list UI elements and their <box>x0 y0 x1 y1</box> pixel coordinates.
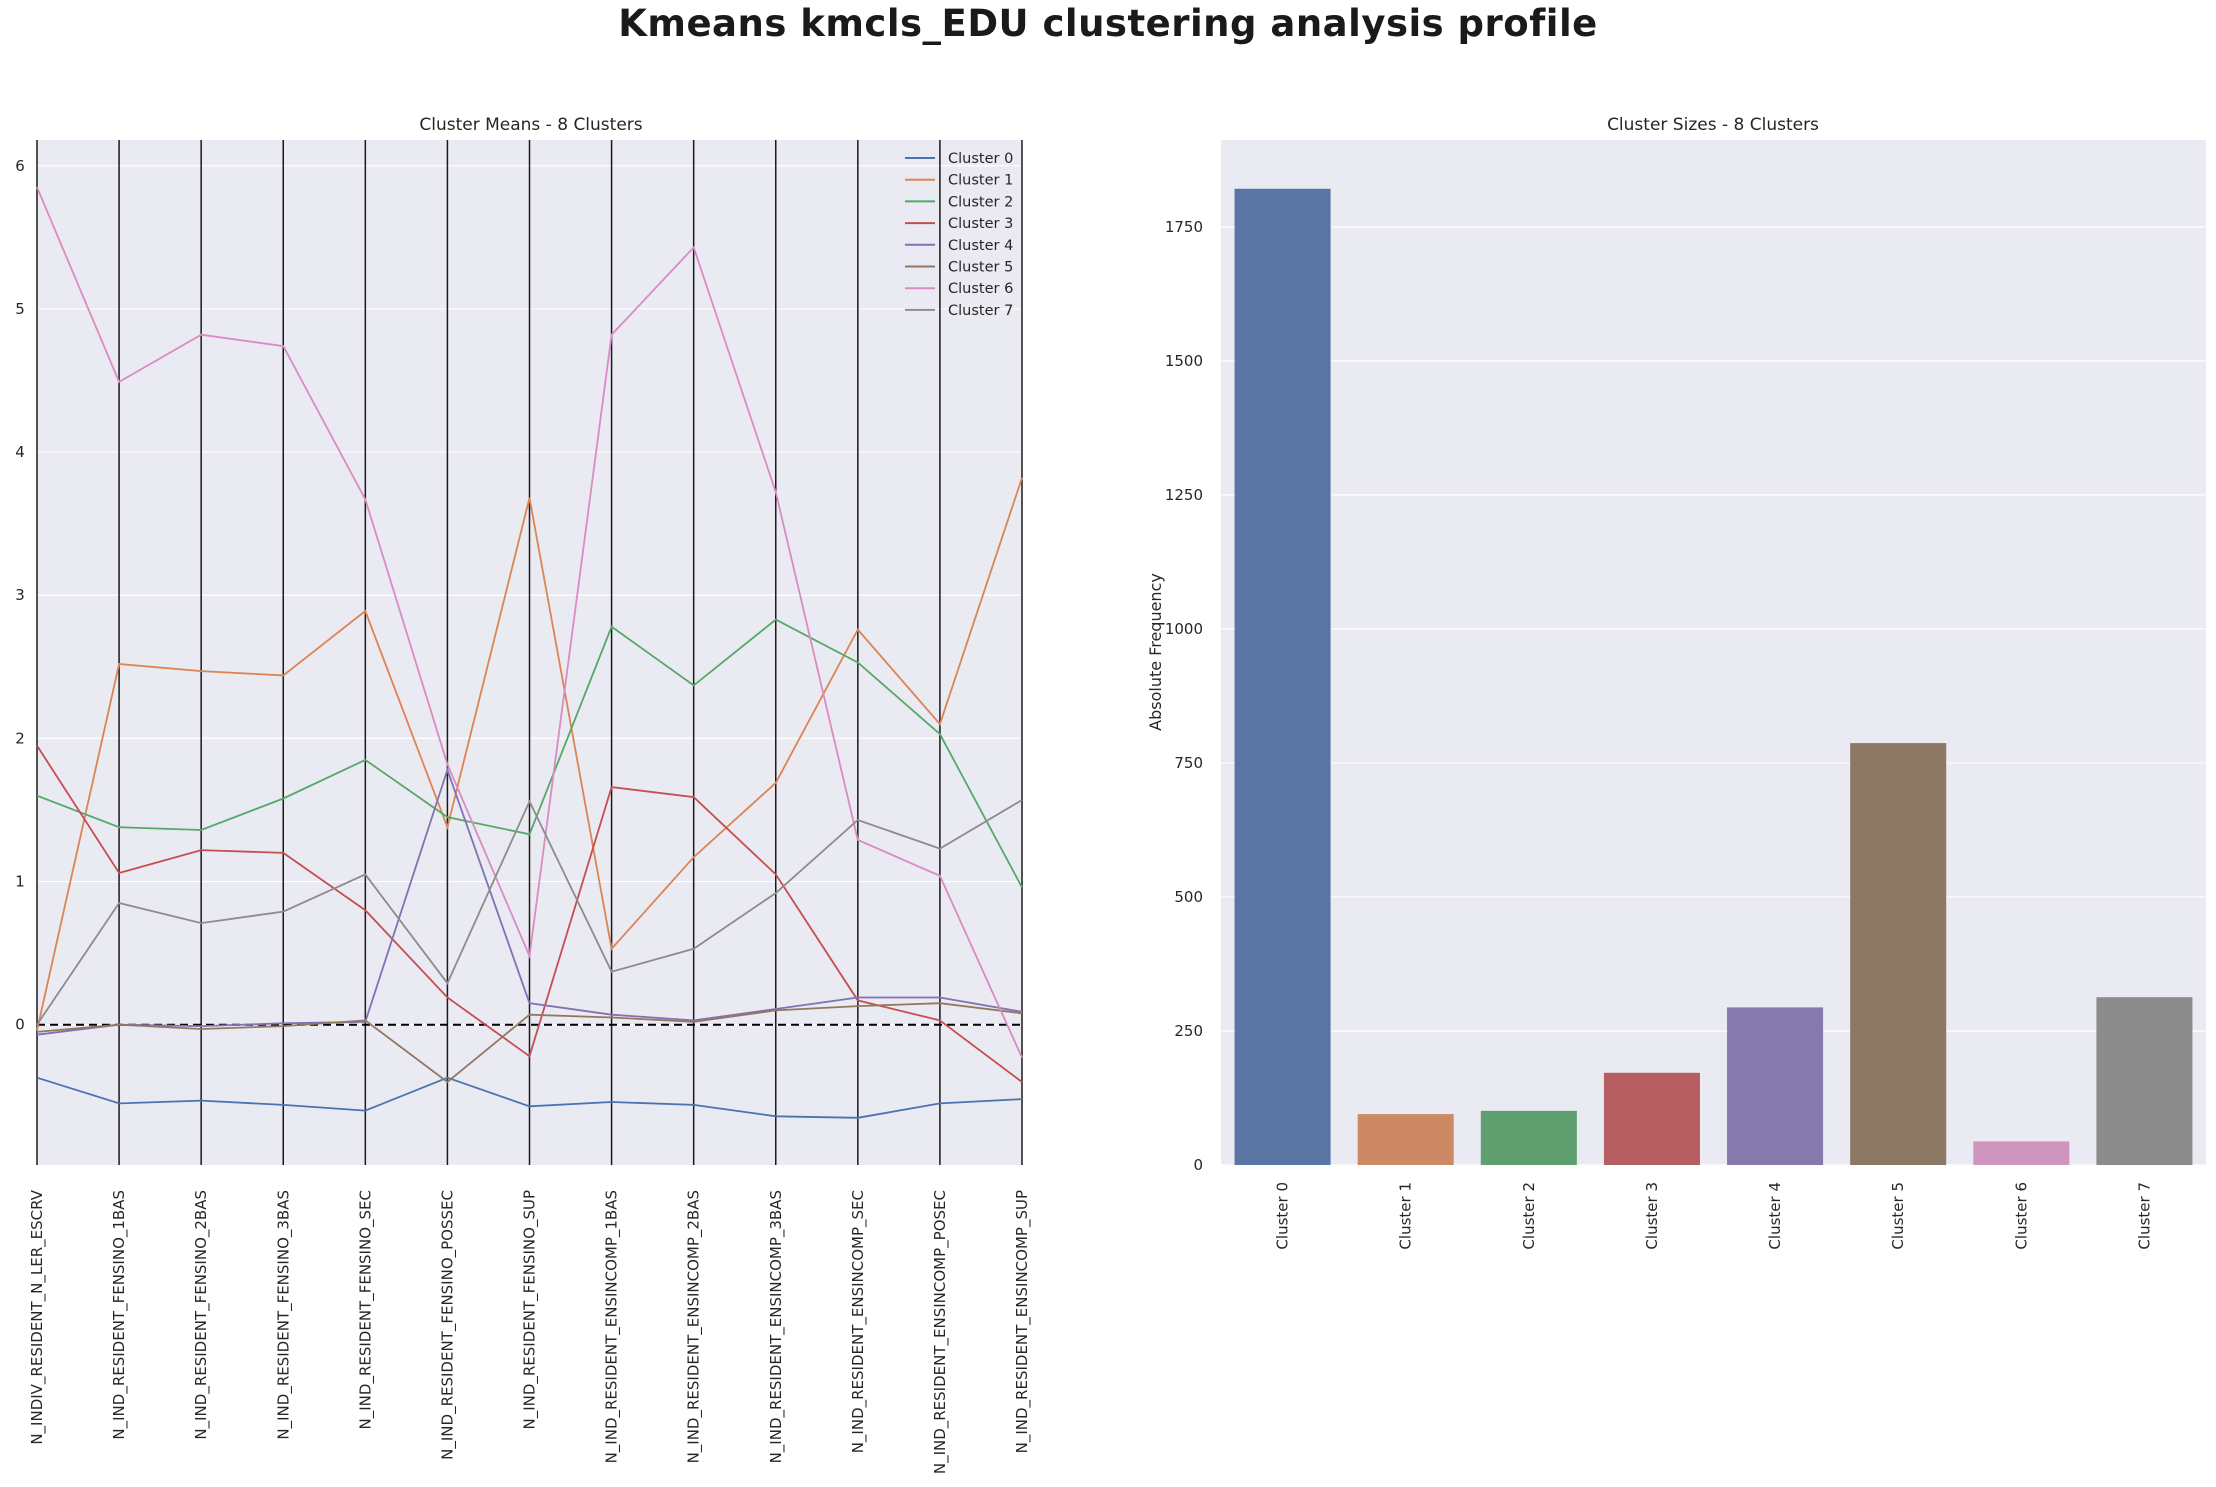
y-tick-label: 1 <box>15 873 25 891</box>
bar-cluster-0 <box>1234 188 1331 1165</box>
series-line-cluster-5 <box>36 1002 1023 1084</box>
x-tick-label: Cluster 3 <box>1643 1182 1661 1250</box>
x-tick-label: Cluster 1 <box>1397 1182 1415 1250</box>
legend-label: Cluster 1 <box>948 173 1013 189</box>
y-tick-label: 2 <box>15 729 25 747</box>
x-tick-label: N_IND_RESIDENT_ENSINCOMP_1BAS <box>603 1190 622 1463</box>
cluster-sizes-plot-area: 0 250 500 750 1000 1250 1500 1750 Cluster 0 Clust… <box>1165 140 2206 1250</box>
y-tick-label: 0 <box>1193 1156 1203 1174</box>
x-tick-label: Cluster 4 <box>1766 1182 1784 1250</box>
cluster-means-title: Cluster Means - 8 Clusters <box>419 115 642 135</box>
series-line-cluster-3 <box>36 745 1023 1083</box>
x-tick-label: Cluster 7 <box>2135 1182 2153 1250</box>
x-tick-label: N_IND_RESIDENT_FENSINO_2BAS <box>192 1190 211 1440</box>
figure-title: Kmeans kmcls_EDU clustering analysis pro… <box>618 2 1598 45</box>
y-tick-label: 750 <box>1174 754 1203 772</box>
y-tick-label: 3 <box>15 586 25 604</box>
series-line-cluster-2 <box>36 618 1023 888</box>
x-tick-label: Cluster 5 <box>1889 1182 1907 1250</box>
x-tick-label: N_IND_RESIDENT_FENSINO_1BAS <box>110 1190 129 1440</box>
x-tick-label: N_IND_RESIDENT_ENSINCOMP_POSEC <box>931 1190 950 1474</box>
x-tick-label: N_IND_RESIDENT_ENSINCOMP_2BAS <box>685 1190 704 1463</box>
y-tick-label: 1500 <box>1165 352 1203 370</box>
x-tick-label: N_IND_RESIDENT_FENSINO_SUP <box>521 1190 540 1430</box>
y-tick-label: 4 <box>15 443 25 461</box>
y-tick-label: 6 <box>15 157 25 175</box>
y-tick-label: 250 <box>1174 1022 1203 1040</box>
legend-label: Cluster 7 <box>948 303 1013 319</box>
x-tick-label: Cluster 6 <box>2012 1182 2030 1250</box>
cluster-sizes-chart: Cluster Sizes - 8 Clusters Absolute Freq… <box>1146 115 2206 1250</box>
cluster-means-chart: Cluster Means - 8 Clusters 0 1 2 3 4 5 6 N_INDI… <box>15 115 1032 1474</box>
y-tick-label: 0 <box>15 1016 25 1034</box>
legend-label: Cluster 5 <box>948 260 1013 276</box>
x-tick-label: N_IND_RESIDENT_ENSINCOMP_SEC <box>849 1190 868 1453</box>
x-tick-label: N_IND_RESIDENT_FENSINO_SEC <box>356 1190 375 1429</box>
x-tick-label: N_IND_RESIDENT_FENSINO_3BAS <box>274 1190 293 1440</box>
bar-cluster-1 <box>1357 1114 1454 1165</box>
bar-cluster-5 <box>1850 743 1947 1165</box>
series-line-cluster-4 <box>36 767 1023 1036</box>
cluster-means-plot-area: 0 1 2 3 4 5 6 N_INDIV_RESIDENT_N_LER_ESCRV N_IND… <box>15 140 1032 1474</box>
y-tick-label: 1000 <box>1165 620 1203 638</box>
bar-cluster-6 <box>1973 1141 2070 1165</box>
series-line-cluster-1 <box>36 477 1023 1031</box>
cluster-sizes-title: Cluster Sizes - 8 Clusters <box>1607 115 1819 135</box>
legend-label: Cluster 6 <box>948 281 1013 297</box>
x-tick-label: Cluster 2 <box>1520 1182 1538 1250</box>
series-line-cluster-7 <box>36 799 1023 1026</box>
plot-background <box>1221 140 2206 1165</box>
y-tick-label: 5 <box>15 300 25 318</box>
x-tick-label: N_IND_RESIDENT_ENSINCOMP_SUP <box>1013 1190 1032 1453</box>
bar-cluster-2 <box>1480 1110 1577 1165</box>
x-tick-label: Cluster 0 <box>1274 1182 1292 1250</box>
x-tick-label: N_IND_RESIDENT_ENSINCOMP_3BAS <box>767 1190 786 1463</box>
bar-cluster-4 <box>1727 1007 1824 1165</box>
y-tick-label: 1250 <box>1165 486 1203 504</box>
bar-cluster-7 <box>2096 997 2193 1165</box>
x-tick-label: N_INDIV_RESIDENT_N_LER_ESCRV <box>28 1189 47 1444</box>
series-line-cluster-0 <box>36 1076 1023 1119</box>
legend-label: Cluster 2 <box>948 194 1013 210</box>
y-tick-label: 1750 <box>1165 218 1203 236</box>
y-tick-label: 500 <box>1174 888 1203 906</box>
x-tick-label: N_IND_RESIDENT_FENSINO_POSSEC <box>438 1190 457 1460</box>
cluster-means-legend: Cluster 0 Cluster 1 Cluster 2 Cluster 3 Clus… <box>905 151 1013 319</box>
legend-label: Cluster 4 <box>948 238 1013 254</box>
legend-label: Cluster 0 <box>948 151 1013 167</box>
cluster-sizes-y-axis-label: Absolute Frequency <box>1146 573 1165 731</box>
legend-label: Cluster 3 <box>948 216 1013 232</box>
bar-cluster-3 <box>1603 1072 1700 1165</box>
series-line-cluster-6 <box>36 186 1023 1058</box>
